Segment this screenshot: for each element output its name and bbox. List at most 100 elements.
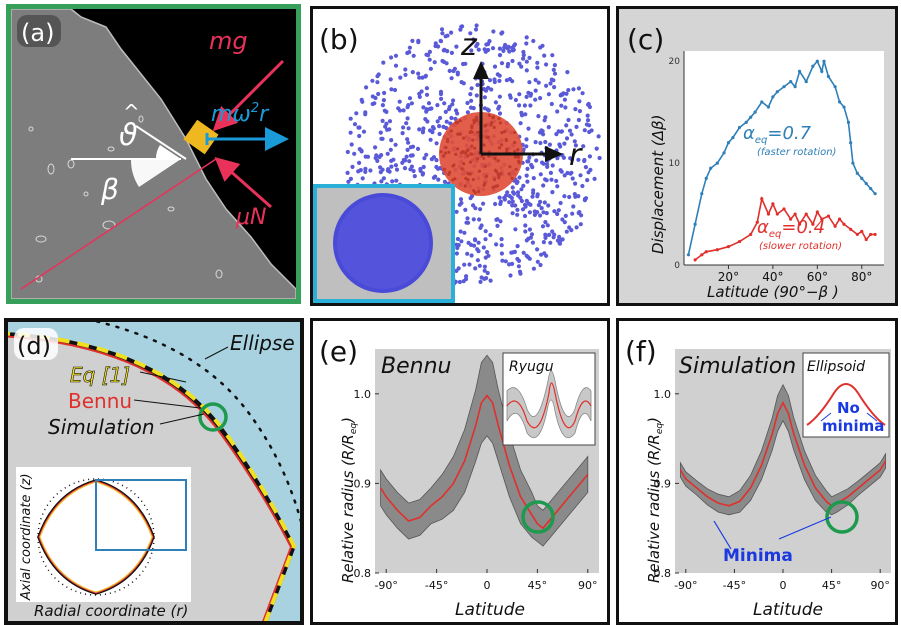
particle bbox=[524, 35, 529, 40]
particle bbox=[518, 121, 523, 126]
particle bbox=[427, 49, 432, 55]
panel-label: (d) bbox=[17, 332, 51, 360]
core-particle bbox=[439, 150, 443, 154]
particle bbox=[563, 213, 568, 218]
core-particle bbox=[497, 117, 501, 121]
particle bbox=[533, 88, 538, 93]
particle bbox=[488, 232, 493, 238]
particle bbox=[500, 258, 505, 263]
y-tick-label: 0.9 bbox=[654, 477, 672, 490]
particle bbox=[442, 179, 447, 184]
particle bbox=[405, 116, 410, 121]
particle bbox=[505, 46, 510, 51]
series-line bbox=[679, 401, 887, 507]
particle bbox=[577, 210, 582, 215]
particle bbox=[384, 109, 389, 114]
particle bbox=[438, 39, 444, 44]
particle bbox=[497, 94, 502, 99]
particle bbox=[368, 168, 373, 173]
data-point bbox=[731, 136, 735, 140]
series-line bbox=[687, 59, 876, 255]
particle bbox=[507, 200, 512, 205]
particle bbox=[484, 276, 489, 281]
x-tick-label: 40° bbox=[762, 270, 783, 284]
axes: 20 10 0 20° 40° 60° 80° bbox=[669, 51, 884, 284]
core-particle bbox=[497, 176, 501, 180]
particle bbox=[564, 123, 569, 128]
particle bbox=[521, 56, 526, 61]
particle bbox=[476, 249, 481, 254]
particle bbox=[511, 191, 517, 196]
particle bbox=[508, 95, 513, 100]
core-particle bbox=[454, 120, 458, 125]
particle bbox=[526, 159, 531, 164]
particle bbox=[469, 98, 474, 103]
particle bbox=[391, 157, 396, 162]
particle bbox=[564, 229, 569, 234]
particle bbox=[497, 195, 502, 200]
particle bbox=[469, 86, 474, 91]
particle bbox=[566, 117, 571, 123]
particle bbox=[545, 223, 550, 228]
particle bbox=[423, 117, 428, 122]
theta-label: ϑ bbox=[119, 118, 138, 153]
particle bbox=[542, 200, 547, 205]
particle bbox=[379, 153, 384, 158]
particle bbox=[390, 179, 395, 184]
particle bbox=[569, 157, 575, 162]
particle bbox=[573, 107, 578, 112]
particle bbox=[498, 199, 503, 204]
particle bbox=[517, 269, 523, 274]
particle bbox=[358, 168, 363, 173]
particle bbox=[562, 173, 567, 178]
particle bbox=[440, 31, 445, 36]
core-particle bbox=[494, 169, 499, 174]
particle bbox=[503, 259, 508, 264]
particle bbox=[474, 23, 479, 28]
core-particle bbox=[516, 155, 521, 159]
particle bbox=[477, 217, 482, 222]
data-point bbox=[849, 141, 853, 145]
core-particle bbox=[513, 150, 517, 154]
r-axis-label: r bbox=[569, 138, 583, 173]
core-particle bbox=[508, 165, 512, 169]
data-point bbox=[704, 176, 708, 180]
particle bbox=[492, 77, 497, 82]
particle bbox=[567, 128, 573, 133]
particle bbox=[552, 71, 558, 76]
particle bbox=[526, 126, 531, 131]
core-particle bbox=[471, 138, 475, 142]
core-particle bbox=[466, 178, 470, 182]
core-particle bbox=[484, 174, 489, 178]
data-point bbox=[822, 59, 826, 63]
particle bbox=[555, 156, 560, 161]
beta-angle-wedge bbox=[130, 159, 181, 187]
regolith-slope bbox=[11, 9, 296, 299]
data-point bbox=[755, 220, 759, 224]
series bbox=[379, 354, 589, 547]
particle bbox=[378, 165, 383, 170]
particle bbox=[449, 50, 454, 56]
particle bbox=[572, 139, 577, 144]
data-point bbox=[782, 207, 786, 211]
core-particle bbox=[462, 151, 466, 155]
core-particle bbox=[468, 172, 472, 176]
core-particle bbox=[447, 172, 451, 176]
particle bbox=[475, 41, 480, 47]
particle bbox=[455, 245, 460, 251]
particle bbox=[467, 262, 472, 267]
x-tick-label: 90° bbox=[870, 579, 890, 592]
particle bbox=[437, 131, 442, 137]
particle bbox=[522, 213, 528, 219]
particle bbox=[567, 194, 572, 200]
data-point bbox=[873, 192, 877, 196]
particle bbox=[459, 24, 464, 29]
particle bbox=[522, 103, 527, 108]
particle bbox=[499, 61, 505, 66]
particle bbox=[427, 57, 432, 62]
particle bbox=[582, 128, 587, 133]
particle bbox=[417, 75, 422, 80]
particle bbox=[428, 66, 433, 71]
particle bbox=[577, 99, 582, 104]
y-tick-label: 20 bbox=[669, 57, 681, 67]
